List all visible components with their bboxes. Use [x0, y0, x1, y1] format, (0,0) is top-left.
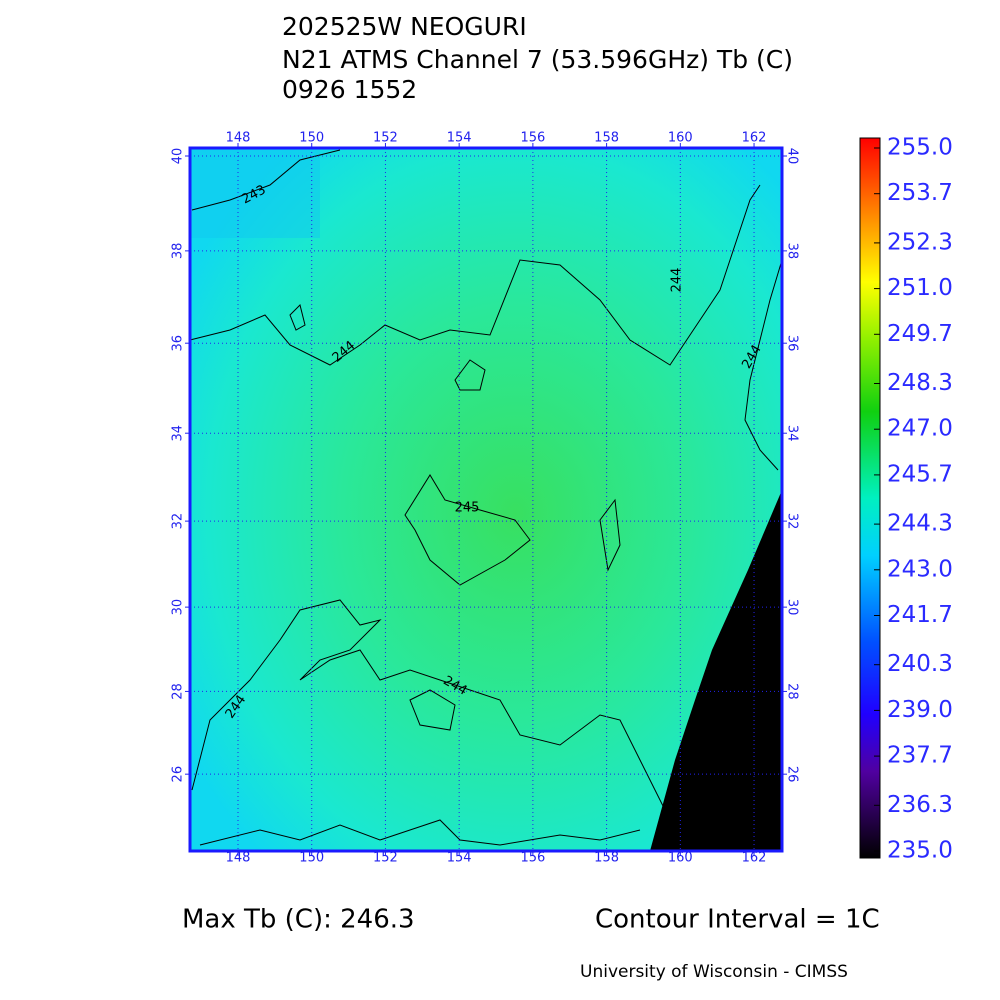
- lon-tick-label: 150: [299, 851, 324, 866]
- lat-tick-label: 36: [785, 335, 800, 352]
- graticule: [185, 143, 787, 856]
- tb-field: [190, 148, 782, 851]
- colorbar-label: 241.7: [887, 602, 953, 628]
- lat-tick-label: 34: [171, 425, 186, 442]
- colorbar-label: 245.7: [887, 461, 953, 487]
- colorbar-label: 244.3: [887, 511, 953, 537]
- map: 243 244 244 244 244 245 244: [185, 143, 787, 856]
- colorbar-label: 243.0: [887, 556, 953, 582]
- lon-tick-label: 156: [520, 851, 545, 866]
- colorbar-label: 249.7: [887, 321, 953, 347]
- colorbar-label: 236.3: [887, 792, 953, 818]
- lon-tick-label: 162: [742, 131, 767, 146]
- lon-tick-label: 160: [668, 851, 693, 866]
- no-data-region: [650, 490, 782, 851]
- colorbar-label: 255.0: [887, 135, 953, 161]
- colorbar-label: 248.3: [887, 370, 953, 396]
- lat-tick-label: 30: [171, 599, 186, 616]
- contour-label: 244: [670, 268, 685, 293]
- lat-tick-label: 34: [785, 425, 800, 442]
- lon-tick-label: 152: [373, 851, 398, 866]
- lat-tick-label: 30: [785, 599, 800, 616]
- lat-tick-label: 40: [171, 148, 186, 165]
- lat-tick-label: 38: [785, 243, 800, 260]
- lat-tick-label: 36: [171, 335, 186, 352]
- lat-tick-label: 32: [785, 513, 800, 530]
- colorbar-label: 252.3: [887, 229, 953, 255]
- lon-tick-label: 162: [742, 851, 767, 866]
- title-line: 0926 1552: [282, 75, 417, 104]
- lon-tick-label: 154: [447, 851, 472, 866]
- lat-tick-label: 40: [785, 148, 800, 165]
- colorbar-label: 235.0: [887, 838, 953, 864]
- lon-tick-label: 150: [299, 131, 324, 146]
- lat-tick-label: 38: [171, 243, 186, 260]
- title-line: 202525W NEOGURI: [282, 12, 527, 41]
- map-frame: [188, 146, 784, 853]
- lon-tick-label: 154: [447, 131, 472, 146]
- max-tb: Max Tb (C): 246.3: [182, 905, 415, 935]
- lat-tick-label: 32: [171, 513, 186, 530]
- colorbar: [859, 137, 881, 859]
- lon-tick-label: 158: [594, 851, 619, 866]
- lat-tick-label: 28: [785, 683, 800, 700]
- colorbar-label: 251.0: [887, 275, 953, 301]
- contours: [189, 149, 783, 846]
- lon-tick-label: 156: [520, 131, 545, 146]
- title-line: N21 ATMS Channel 7 (53.596GHz) Tb (C): [282, 45, 793, 74]
- colorbar-ticks: [874, 147, 880, 852]
- lon-tick-label: 152: [373, 131, 398, 146]
- credit: University of Wisconsin - CIMSS: [580, 962, 848, 982]
- lon-tick-label: 148: [226, 131, 251, 146]
- lon-tick-label: 148: [226, 851, 251, 866]
- colorbar-label: 247.0: [887, 416, 953, 442]
- lat-tick-label: 26: [785, 766, 800, 783]
- colorbar-label: 253.7: [887, 180, 953, 206]
- contour-interval: Contour Interval = 1C: [595, 905, 880, 935]
- colorbar-label: 239.0: [887, 697, 953, 723]
- lon-tick-label: 160: [668, 131, 693, 146]
- colorbar-label: 237.7: [887, 743, 953, 769]
- lon-tick-label: 158: [594, 131, 619, 146]
- lat-tick-label: 26: [171, 766, 186, 783]
- cool-region: [190, 148, 320, 238]
- lat-tick-label: 28: [171, 683, 186, 700]
- contour-label: 245: [455, 501, 480, 516]
- colorbar-label: 240.3: [887, 651, 953, 677]
